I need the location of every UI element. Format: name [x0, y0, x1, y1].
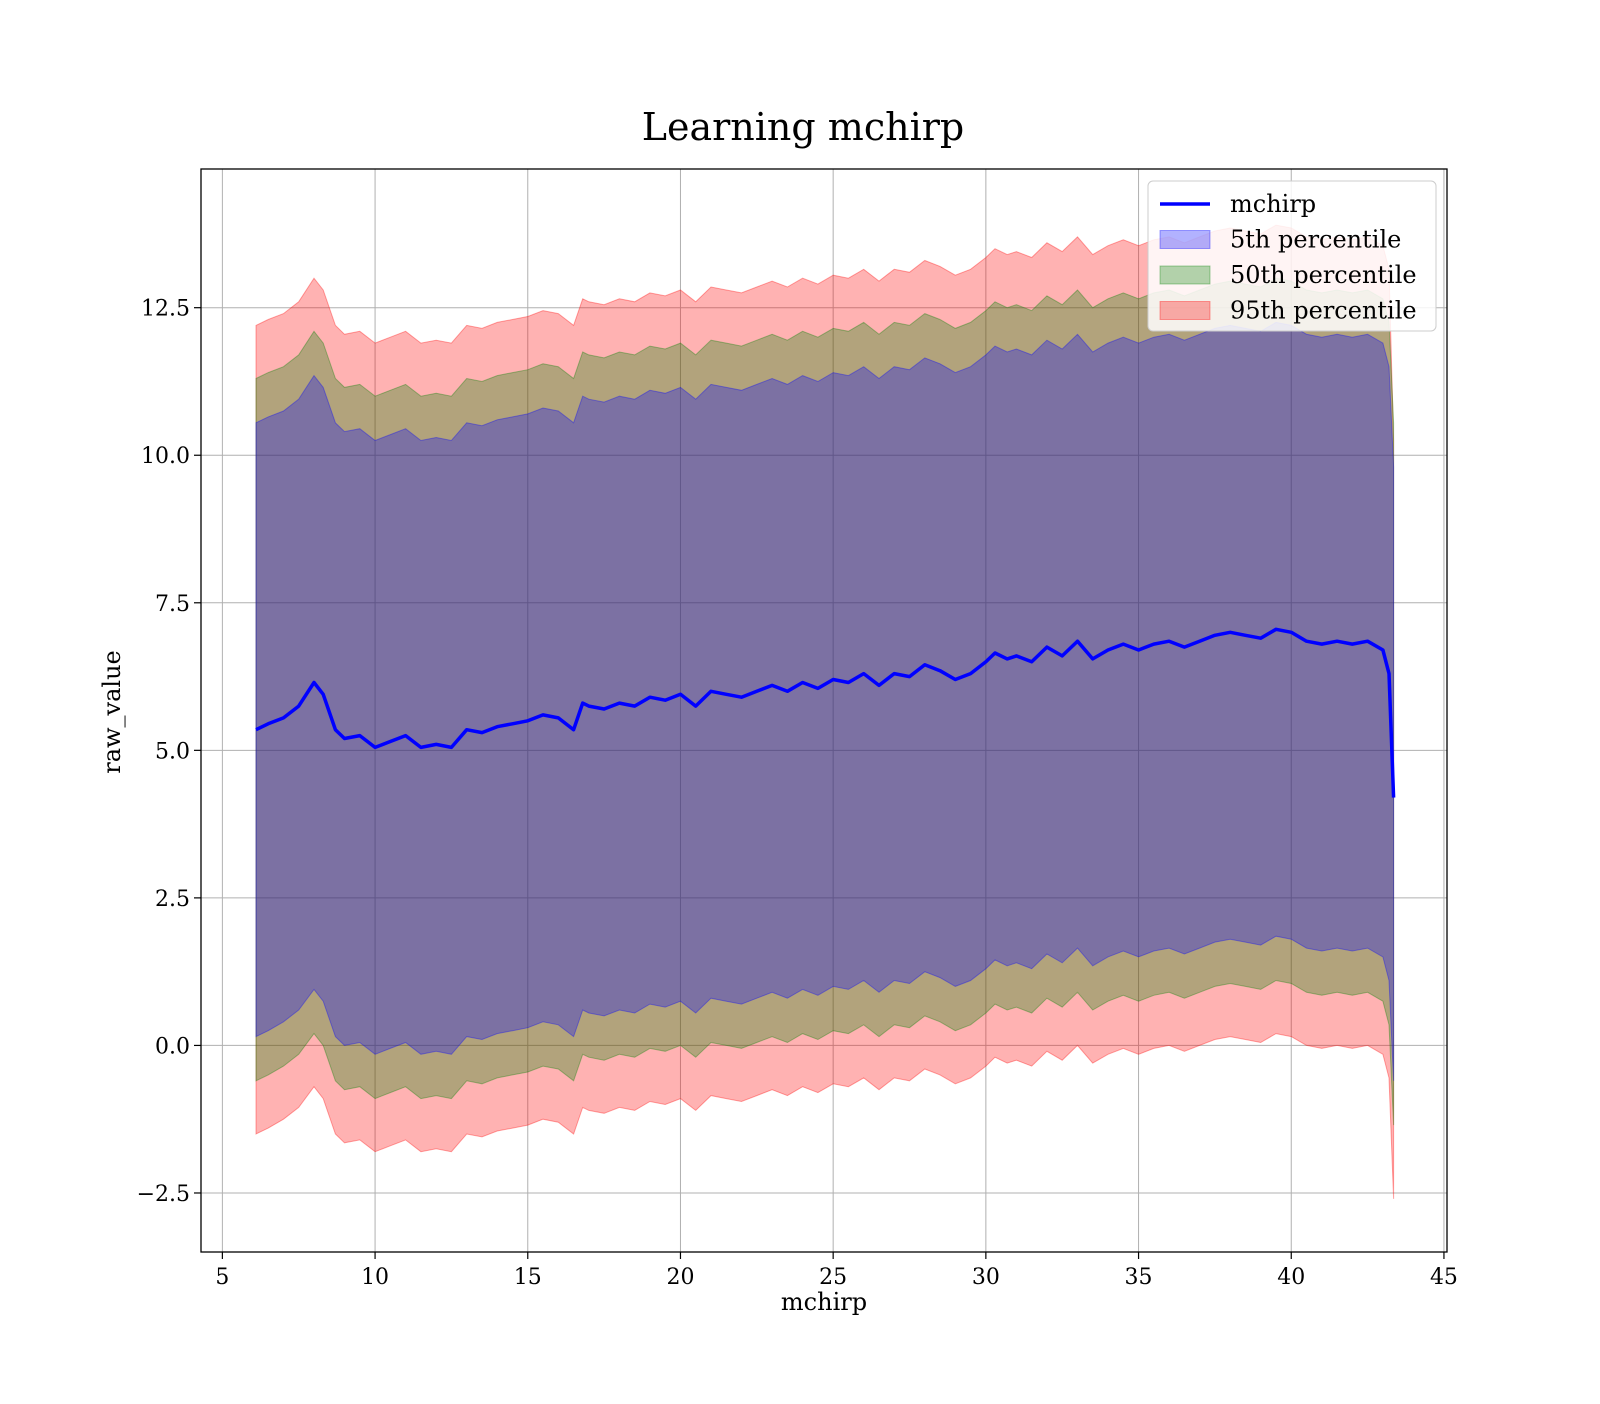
y-tick-label: 2.5: [155, 887, 190, 912]
x-tick-label: 40: [1277, 1265, 1305, 1290]
band-5th-percentile: [255, 321, 1395, 1081]
line-mchirp: [255, 627, 1396, 798]
grid-layer: [201, 169, 1447, 1252]
legend-swatch-95th-percentile: [1159, 301, 1211, 320]
x-tick-label: 10: [361, 1265, 389, 1290]
legend-swatch-50th-percentile: [1159, 265, 1211, 285]
x-tick-label: 5: [215, 1265, 229, 1290]
x-tick-label: 45: [1430, 1265, 1458, 1290]
y-tick-label: 5.0: [155, 739, 190, 764]
y-tick-label: 12.5: [141, 297, 190, 322]
x-tick-label: 25: [819, 1265, 847, 1290]
x-axis-label: mchirp: [781, 1288, 867, 1316]
band-95th-percentile: [255, 224, 1395, 1199]
y-axis-label: raw_value: [98, 650, 126, 774]
x-tick-label: 20: [666, 1265, 694, 1290]
tick-layer: 5 10 15 20 25 30 35 40 45 −2.5 0.0 2.5 5.0 7.5 10.0 12.…: [137, 297, 1458, 1290]
y-tick-label: −2.5: [137, 1182, 190, 1207]
legend: mchirp 5th percentile 50th percentile 95th …: [1147, 180, 1437, 332]
legend-frame: [1147, 180, 1437, 332]
y-tick-label: 0.0: [155, 1034, 190, 1059]
x-tick-label: 30: [972, 1265, 1000, 1290]
band-layer: [255, 224, 1395, 1199]
legend-swatch-5th-percentile: [1159, 230, 1211, 249]
x-tick-label: 35: [1125, 1265, 1153, 1290]
legend-label-50th-percentile: 50th percentile: [1230, 261, 1417, 289]
chart-title: Learning mchirp: [642, 105, 964, 149]
y-tick-label: 7.5: [155, 592, 190, 617]
legend-label-5th-percentile: 5th percentile: [1230, 226, 1401, 254]
x-tick-label: 15: [514, 1265, 542, 1290]
plot-frame: [200, 168, 1448, 1253]
y-tick-label: 10.0: [141, 444, 190, 469]
legend-label-95th-percentile: 95th percentile: [1230, 297, 1417, 325]
line-layer: [255, 627, 1396, 798]
legend-label-mchirp: mchirp: [1230, 190, 1316, 218]
band-50th-percentile: [255, 277, 1395, 1126]
